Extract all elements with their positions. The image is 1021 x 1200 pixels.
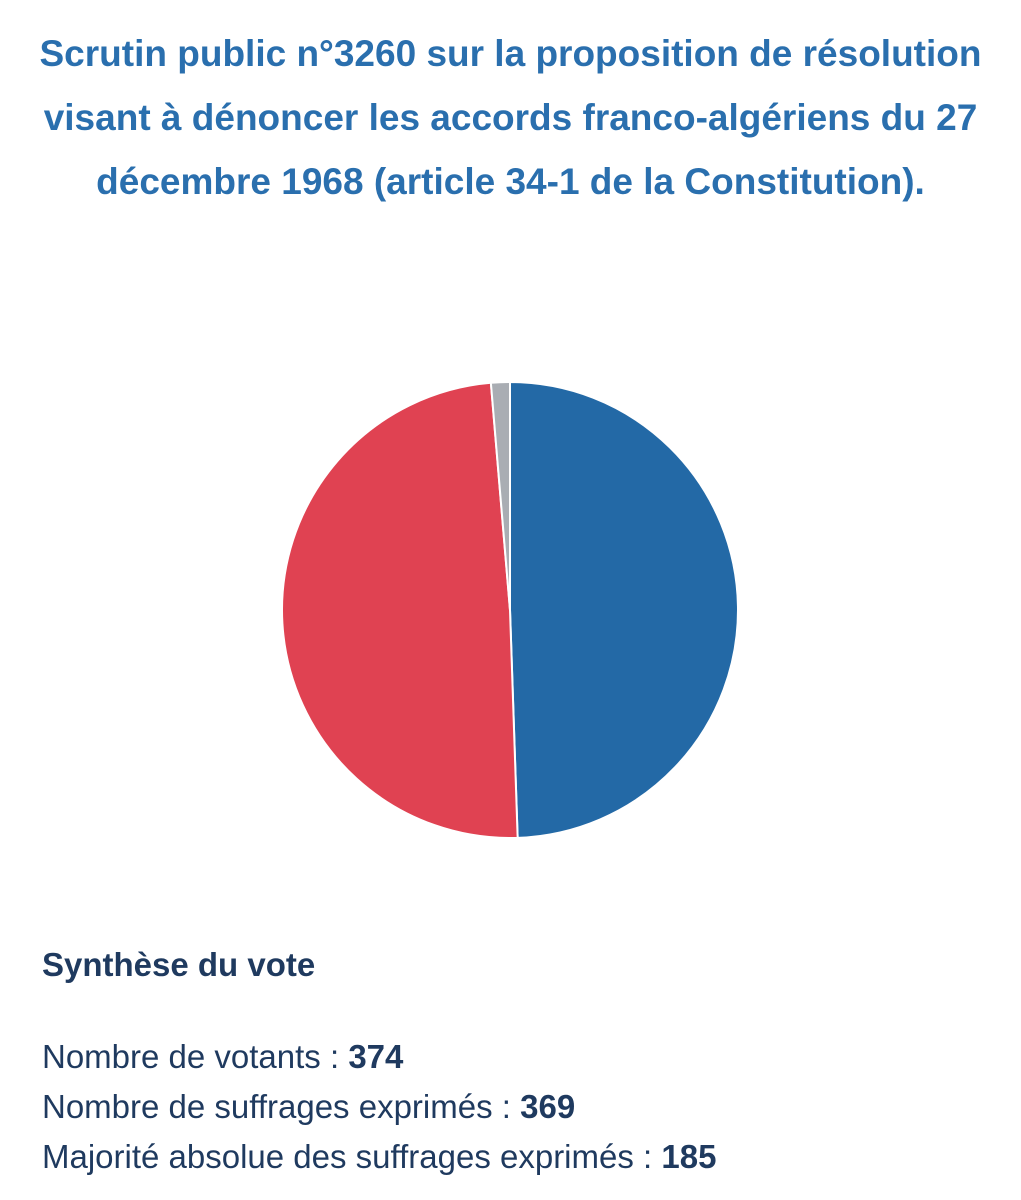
summary-label: Nombre de votants : <box>42 1038 349 1075</box>
summary-line-majorite: Majorité absolue des suffrages exprimés … <box>42 1132 716 1182</box>
summary-heading: Synthèse du vote <box>42 946 316 983</box>
pie-slice-pour[interactable] <box>509 381 739 839</box>
chart-title: Scrutin public n°3260 sur la proposition… <box>39 33 982 202</box>
pie-slice-contre[interactable] <box>281 381 519 839</box>
pie-slices <box>281 381 739 839</box>
summary-label: Nombre de suffrages exprimés : <box>42 1088 521 1125</box>
pie-slice-abstention[interactable] <box>489 381 511 611</box>
summary-value: 374 <box>348 1038 404 1075</box>
summary-value: 369 <box>520 1088 576 1125</box>
summary-label: Majorité absolue des suffrages exprimés … <box>42 1138 662 1175</box>
summary-line-suffrages: Nombre de suffrages exprimés : 369 <box>42 1082 716 1132</box>
summary-value: 185 <box>661 1138 717 1175</box>
summary-list: Nombre de votants : 374 Nombre de suffra… <box>42 1032 716 1182</box>
summary-line-votants: Nombre de votants : 374 <box>42 1032 716 1082</box>
pie-chart <box>281 381 739 839</box>
